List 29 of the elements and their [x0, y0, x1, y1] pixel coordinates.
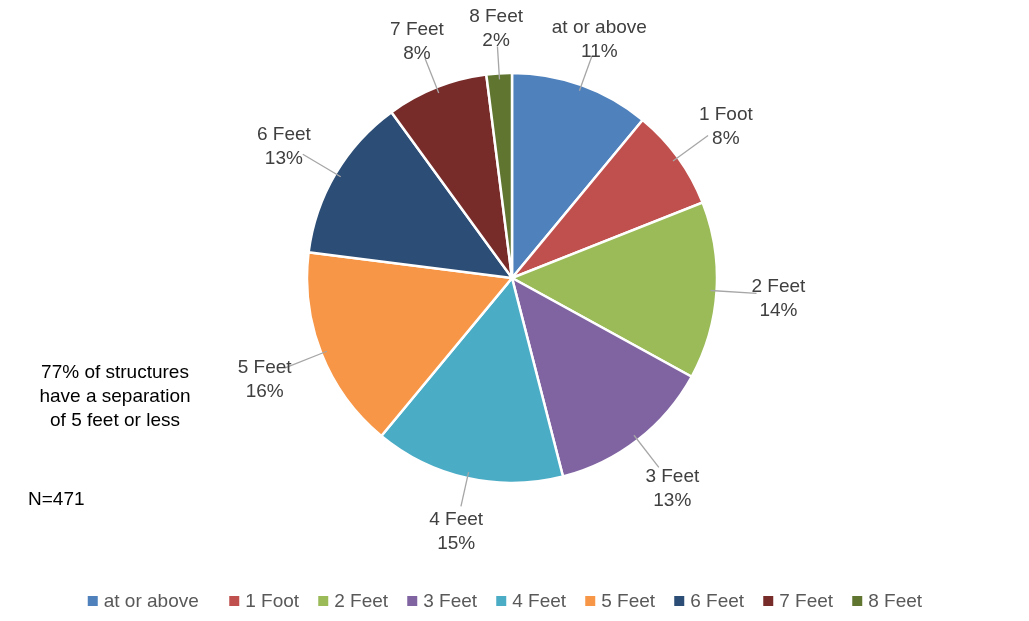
data-label: 13% — [653, 488, 692, 510]
slice-label: 8 Feet — [469, 4, 524, 26]
legend-label: 8 Feet — [868, 590, 923, 611]
legend-label: 2 Feet — [334, 590, 389, 611]
slice-label: 3 Feet — [645, 464, 700, 486]
data-label: 8% — [712, 126, 740, 148]
legend-label: 1 Foot — [245, 590, 300, 611]
slice-label: 1 Foot — [698, 102, 754, 124]
text: 77% of structures have a separation of 5 feet or less — [39, 361, 191, 430]
legend-label: 4 Feet — [512, 590, 567, 611]
slice-label: 7 Feet — [390, 17, 445, 39]
data-label: 11% — [580, 39, 618, 61]
slice-label: 5 Feet — [237, 355, 293, 377]
legend-label: 7 Feet — [779, 590, 834, 611]
legend-label: at or above — [103, 590, 199, 611]
text: N=471 — [28, 488, 85, 509]
data-label: 13% — [264, 147, 303, 169]
legend-label: 3 Feet — [423, 590, 478, 611]
slice-label: 2 Feet — [751, 274, 807, 296]
data-label: 16% — [245, 379, 284, 401]
legend-label: 5 Feet — [601, 590, 656, 611]
data-label: 2% — [482, 28, 510, 50]
slice-label: at or above — [551, 15, 647, 37]
data-label: 14% — [759, 298, 798, 320]
data-label: 15% — [437, 531, 476, 553]
data-label: 8% — [403, 41, 431, 63]
slice-label: 4 Feet — [429, 507, 484, 529]
legend-label: 6 Feet — [690, 590, 745, 611]
slice-label: 6 Feet — [256, 123, 312, 145]
